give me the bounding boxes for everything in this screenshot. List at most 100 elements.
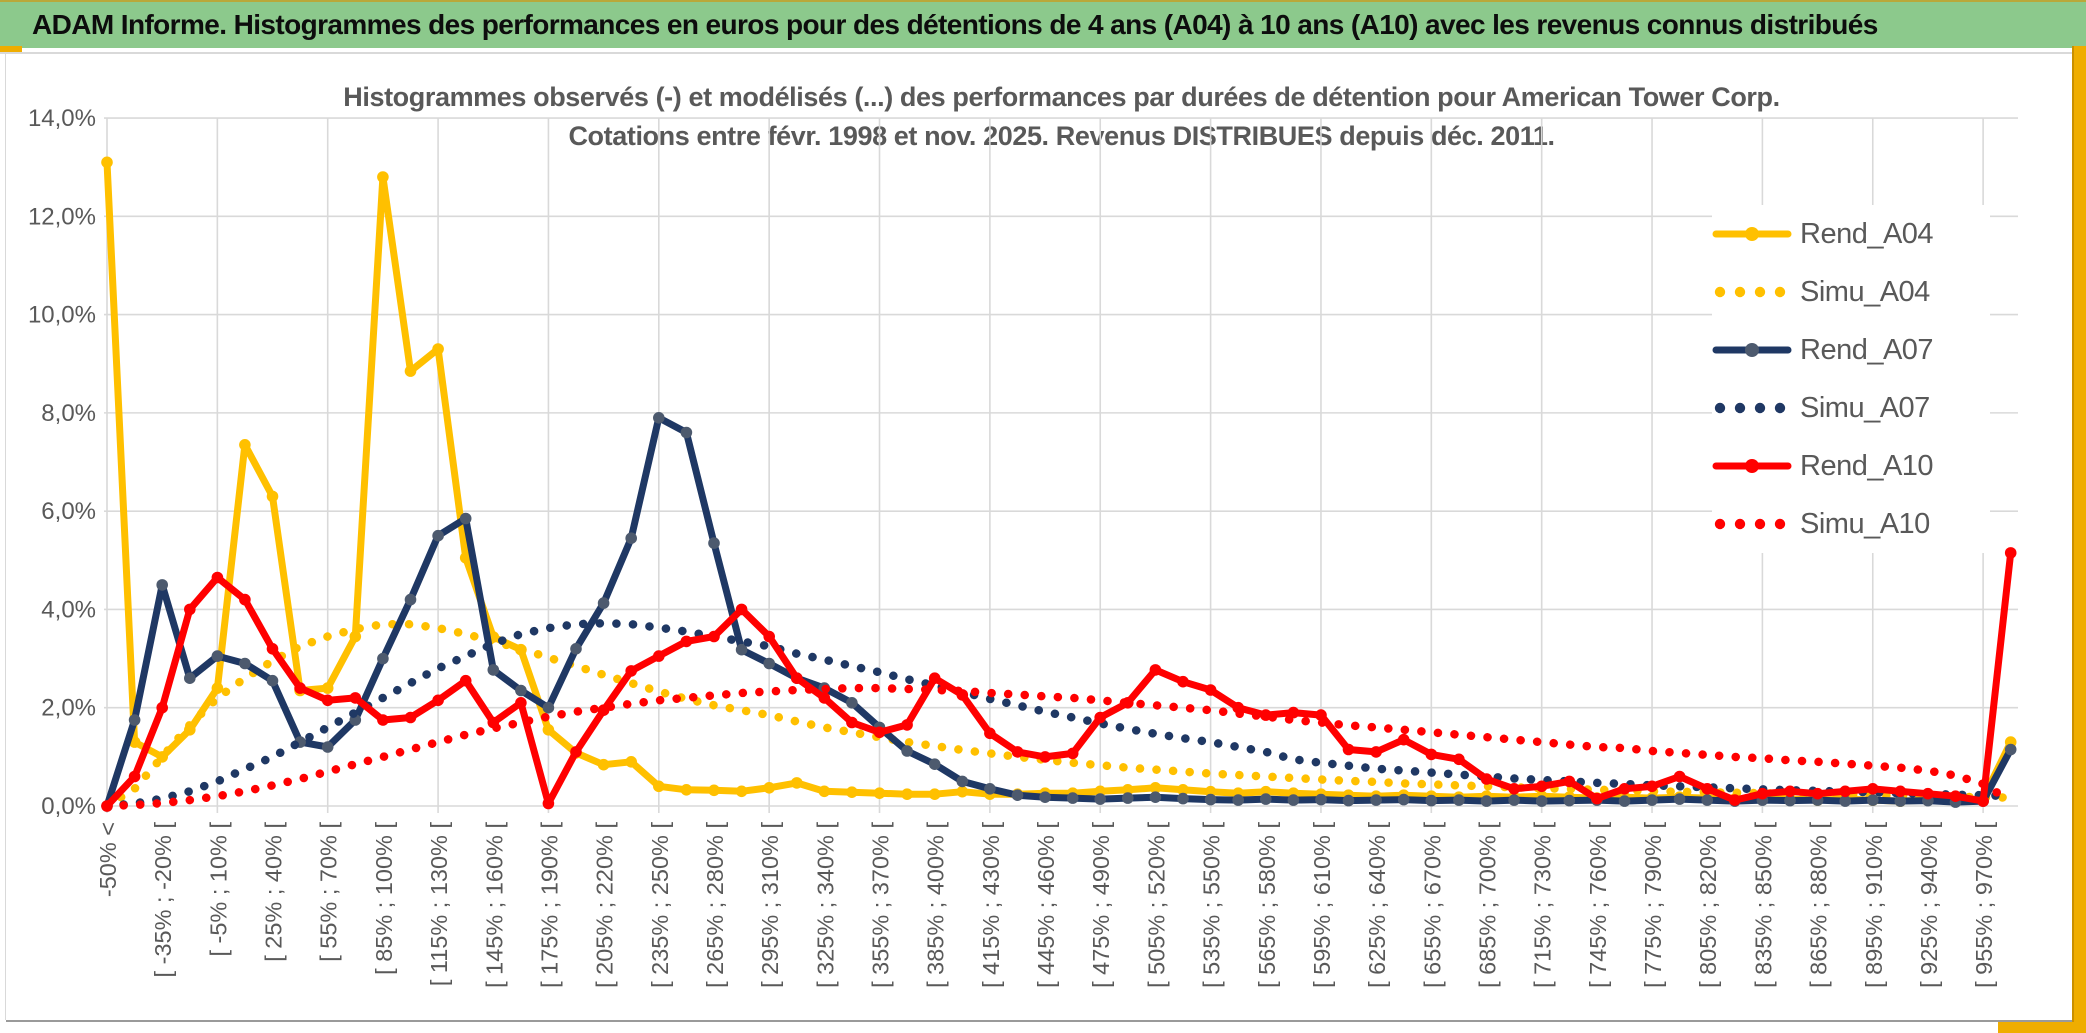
series-marker-Rend_A10 [184,603,196,616]
series-marker-Rend_A04 [625,756,637,768]
chart-title-line1: Histogrammes observés (-) et modélisés (… [343,82,1780,112]
legend-dot-icon [1734,402,1746,414]
x-tick-label: [ 685% ; 700% [ [1475,822,1501,988]
series-marker-Rend_A10 [2004,547,2017,559]
series-marker-Rend_A07 [211,650,224,662]
x-tick-label: [ 265% ; 280% [ [702,822,728,988]
series-line-Simu_A10[interactable] [102,683,2015,811]
series-marker-Rend_A07 [1204,793,1217,806]
series-marker-Rend_A04 [1177,784,1189,796]
x-tick-label: [ 595% ; 610% [ [1309,822,1335,988]
series-line-Rend_A07[interactable] [103,414,2014,808]
series-marker-Rend_A10 [680,635,693,648]
series-marker-Rend_A10 [349,692,362,704]
series-marker-Rend_A07 [1701,794,1713,806]
series-marker-Rend_A10 [570,746,582,758]
series-marker-Rend_A04 [321,682,334,694]
series-marker-Rend_A10 [211,571,224,584]
series-marker-Rend_A04 [818,785,831,798]
x-tick-label: [ 355% ; 370% [ [868,822,894,988]
x-tick-label: [ 505% ; 520% [ [1143,822,1169,988]
legend-item-label: Simu_A04 [1800,275,1930,308]
series-line-Simu_A04[interactable] [102,619,2015,811]
series-marker-Rend_A10 [404,711,417,724]
series-marker-Rend_A07 [928,758,941,770]
legend-item-label: Simu_A10 [1800,507,1930,540]
series-marker-Rend_A10 [156,701,168,714]
series-marker-Rend_A10 [1535,780,1548,793]
series-marker-Rend_A10 [1204,684,1217,696]
series-marker-Rend_A10 [1839,785,1851,798]
series-marker-Rend_A10 [1646,780,1658,793]
series-marker-Rend_A07 [156,579,168,591]
y-tick-label: 0,0% [41,793,96,820]
legend-dot-icon [1754,286,1766,298]
legend-dot-icon [1714,402,1726,414]
x-tick-label: [ 445% ; 460% [ [1033,822,1059,988]
series-marker-Rend_A10 [763,630,775,643]
legend-dot-icon [1714,286,1726,298]
legend-swatch-Rend_A07 [1712,343,1792,357]
series-marker-Rend_A07 [1011,789,1024,801]
series-marker-Rend_A07 [597,597,610,609]
x-tick-label: [ 385% ; 400% [ [923,822,949,988]
series-marker-Rend_A10 [1425,748,1438,761]
legend-item-Simu_A07[interactable]: Simu_A07 [1712,379,1990,437]
series-marker-Rend_A04 [846,786,858,798]
series-marker-Rend_A07 [266,674,279,687]
series-marker-Rend_A07 [735,643,748,656]
series-marker-Rend_A07 [680,426,693,439]
legend-item-Rend_A04[interactable]: Rend_A04 [1712,205,1990,263]
series-marker-Rend_A04 [708,784,720,797]
header-bar: ADAM Informe. Histogrammes des performan… [0,0,2086,48]
series-marker-Rend_A10 [1784,785,1796,798]
chart-bottom-border [6,1020,2072,1022]
x-tick-label: [ 145% ; 160% [ [481,822,507,988]
series-marker-Rend_A10 [377,714,389,726]
series-marker-Rend_A07 [432,529,444,542]
series-marker-Rend_A07 [515,684,527,697]
series-marker-Rend_A07 [1039,791,1051,803]
x-tick-label: [ 865% ; 880% [ [1806,822,1832,988]
series-marker-Rend_A07 [1315,793,1327,806]
series-line-Simu_A07[interactable] [102,618,2015,811]
series-marker-Rend_A04 [735,785,748,798]
series-marker-Rend_A10 [1094,711,1106,724]
series-marker-Rend_A07 [1508,794,1520,806]
series-marker-Rend_A10 [1149,664,1162,676]
legend-item-Simu_A10[interactable]: Simu_A10 [1712,495,1990,553]
series-marker-Rend_A10 [1370,746,1382,758]
x-tick-label: [ 205% ; 220% [ [592,822,618,988]
series-marker-Rend_A07 [128,714,141,726]
series-marker-Rend_A07 [901,745,913,757]
series-marker-Rend_A10 [1011,746,1024,758]
series-marker-Rend_A07 [1177,792,1189,805]
series-marker-Rend_A07 [653,412,665,424]
series-line-Rend_A10[interactable] [104,552,2015,809]
series-marker-Rend_A07 [1867,794,1879,806]
series-marker-Rend_A07 [1260,793,1272,805]
x-tick-label: [ 535% ; 550% [ [1199,822,1225,988]
sheet-edge-bottom-corner [1998,1022,2086,1033]
legend-item-Rend_A10[interactable]: Rend_A10 [1712,437,1990,495]
series-marker-Rend_A07 [570,643,582,655]
legend-dot-icon [1754,402,1766,414]
series-marker-Rend_A10 [1591,792,1603,805]
y-tick-label: 4,0% [41,596,96,623]
y-tick-label: 12,0% [28,203,96,230]
legend-swatch-Rend_A04 [1712,227,1792,241]
series-marker-Rend_A10 [128,770,141,783]
series-marker-Rend_A07 [1535,795,1548,807]
x-tick-label: [ 295% ; 310% [ [757,822,783,988]
x-tick-label: [ 235% ; 250% [ [647,822,673,988]
series-marker-Rend_A07 [377,652,389,665]
legend-item-Rend_A07[interactable]: Rend_A07 [1712,321,1990,379]
x-tick-label: [ 925% ; 940% [ [1916,822,1942,988]
series-marker-Rend_A07 [1894,795,1907,807]
x-tick-label: [ -5% ; 10% [ [205,822,231,957]
series-marker-Rend_A07 [956,775,969,788]
legend-item-Simu_A04[interactable]: Simu_A04 [1712,263,1990,321]
legend-dot-icon [1754,518,1766,530]
y-tick-label: 14,0% [28,105,96,132]
